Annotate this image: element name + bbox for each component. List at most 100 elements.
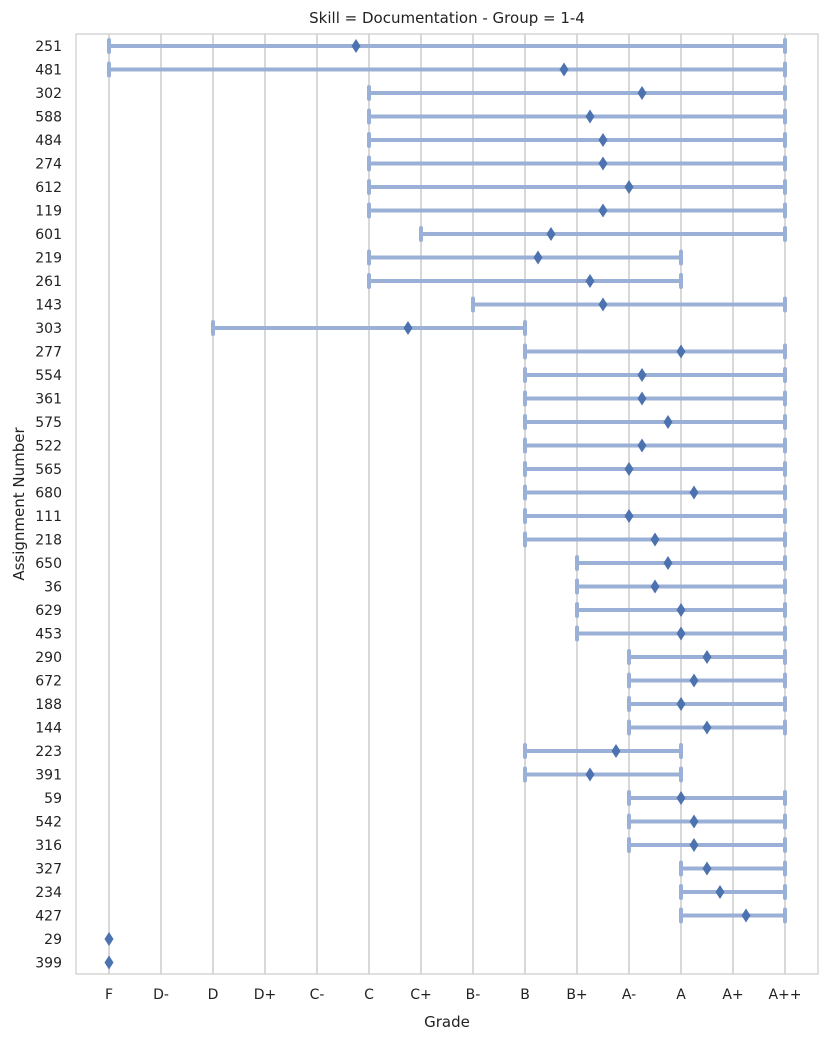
y-tick-label: 650 (35, 556, 62, 572)
y-tick-label: 261 (35, 274, 62, 290)
y-tick-label: 361 (35, 392, 62, 408)
grade-marker (611, 744, 621, 758)
x-tick-label: A+ (722, 987, 743, 1003)
y-tick-label: 111 (35, 509, 62, 525)
range-bar (627, 672, 787, 689)
x-tick-label: B+ (566, 987, 587, 1003)
y-tick-label: 399 (35, 956, 62, 972)
x-tick-label: C- (310, 987, 325, 1003)
range-bar (419, 226, 787, 242)
y-tick-label: 522 (35, 439, 62, 455)
y-tick-label: 575 (35, 415, 62, 431)
x-tick-label: D- (153, 987, 169, 1003)
grade-marker (689, 814, 699, 829)
x-tick-label: C (364, 987, 374, 1003)
y-tick-label: 277 (35, 345, 62, 361)
grade-marker (715, 885, 725, 899)
y-tick-label: 303 (35, 321, 62, 337)
grade-marker (104, 932, 114, 946)
grade-marker (624, 180, 634, 194)
range-bar (107, 38, 787, 54)
range-bar (471, 296, 787, 313)
y-tick-label: 223 (35, 744, 62, 760)
grade-marker (676, 697, 686, 711)
grade-marker (598, 297, 608, 312)
grade-marker (559, 62, 569, 77)
range-layer (107, 38, 787, 924)
range-bar (367, 155, 787, 172)
grade-marker (689, 485, 699, 500)
x-tick-label: D (208, 987, 219, 1003)
grade-marker (637, 368, 647, 382)
y-tick-label: 542 (35, 815, 62, 831)
range-bar (367, 179, 787, 195)
grade-marker (676, 791, 686, 805)
y-tick-label: 680 (35, 486, 62, 502)
range-bar (523, 484, 787, 501)
range-bar (679, 884, 787, 900)
y-tick-label: 144 (35, 721, 62, 737)
x-tick-label: B- (466, 987, 481, 1003)
y-tick-label: 219 (35, 251, 62, 267)
x-axis-label: Grade (424, 1013, 470, 1031)
grade-marker (689, 673, 699, 688)
y-tick-label: 316 (35, 838, 62, 854)
y-tick-label: 59 (44, 791, 62, 807)
grade-marker (676, 626, 686, 641)
grade-marker (598, 156, 608, 171)
y-tick-label: 274 (35, 157, 62, 173)
grade-marker (351, 39, 361, 53)
x-tick-label: D+ (254, 987, 277, 1003)
range-bar (679, 860, 787, 877)
range-bar (367, 108, 787, 125)
grade-marker (702, 861, 712, 876)
y-tick-label: 565 (35, 462, 62, 478)
y-tick-label: 36 (44, 580, 62, 596)
grade-marker (637, 438, 647, 453)
grade-marker (689, 838, 699, 852)
range-bar (523, 766, 683, 783)
grade-marker (546, 227, 556, 241)
x-tick-labels: F D- D D+ C- C C+ B- B B+ A- A A+ A++ (105, 987, 802, 1003)
x-tick-label: A- (622, 987, 636, 1003)
range-bar (367, 273, 683, 289)
range-bar (523, 437, 787, 454)
range-bar (523, 390, 787, 407)
grade-marker (663, 415, 673, 429)
y-tick-label: 554 (35, 368, 62, 384)
y-tick-label: 29 (44, 932, 62, 948)
range-bar (523, 508, 787, 524)
grade-marker (650, 532, 660, 547)
grade-marker (650, 579, 660, 594)
grade-marker (676, 603, 686, 617)
grade-marker (741, 908, 751, 923)
x-tick-label: B (520, 987, 530, 1003)
y-tick-label: 119 (35, 204, 62, 220)
x-tick-label: A++ (768, 987, 801, 1003)
y-tick-label: 188 (35, 697, 62, 713)
range-bar (627, 696, 787, 712)
range-bar (627, 790, 787, 806)
y-tick-label: 218 (35, 533, 62, 549)
y-tick-label: 588 (35, 110, 62, 126)
range-bar (679, 907, 787, 924)
grade-marker (598, 133, 608, 147)
y-tick-label: 427 (35, 909, 62, 925)
range-bar (575, 578, 787, 595)
range-bar (367, 85, 787, 101)
range-bar (523, 367, 787, 383)
grade-marker (585, 109, 595, 124)
range-bar (367, 202, 787, 219)
range-bar (523, 743, 683, 759)
x-tick-label: A (676, 987, 686, 1003)
grade-marker (533, 250, 543, 265)
grade-marker (624, 462, 634, 476)
y-tick-label: 391 (35, 768, 62, 784)
y-tick-labels: 251 481 302 588 484 274 612 119 601 219 261 143 303 2… (35, 39, 62, 972)
y-tick-label: 612 (35, 180, 62, 196)
grade-marker (104, 955, 114, 970)
y-axis-label: Assignment Number (10, 426, 28, 580)
range-bar (523, 414, 787, 430)
y-tick-label: 251 (35, 39, 62, 55)
